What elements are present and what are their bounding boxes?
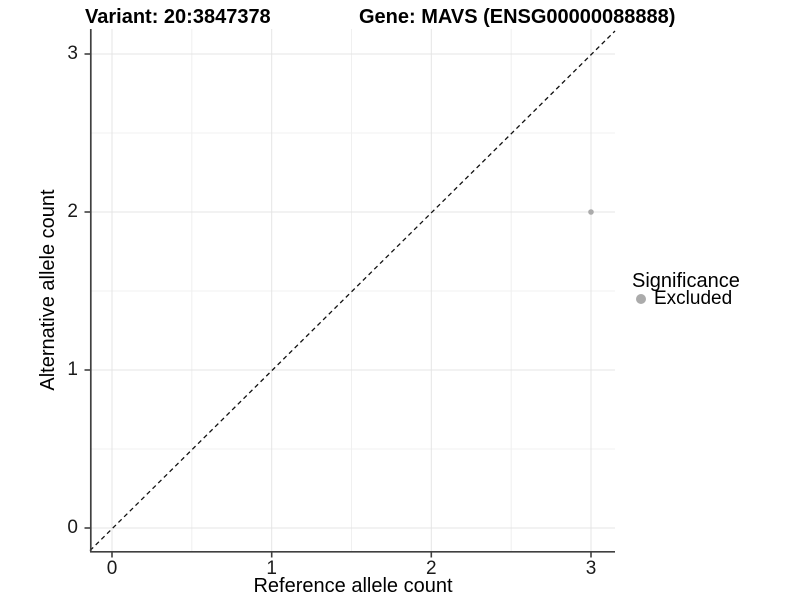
- axis-lines: [89, 29, 615, 553]
- x-tick-label-0: 0: [106, 558, 118, 579]
- y-axis-title: Alternative allele count: [37, 189, 59, 391]
- tick-marks: [84, 53, 592, 558]
- legend-title: Significance: [632, 270, 740, 292]
- y-tick-label-3: 3: [67, 43, 78, 64]
- minor-gridlines: [90, 29, 615, 551]
- x-tick-label-2: 2: [426, 558, 437, 579]
- x-tick-label-1: 1: [266, 558, 277, 579]
- title-variant: Variant: 20:3847378: [85, 6, 271, 28]
- major-gridlines: [90, 29, 615, 551]
- x-tick-label-3: 3: [585, 558, 597, 579]
- data-point-excluded: [588, 209, 594, 215]
- identity-reference-line: [89, 30, 616, 552]
- y-tick-label-2: 2: [67, 201, 78, 222]
- legend-key-dot-excluded: [636, 294, 646, 304]
- x-axis-title: Reference allele count: [253, 575, 453, 597]
- y-tick-label-1: 1: [67, 359, 78, 380]
- title-gene: Gene: MAVS (ENSG00000088888): [359, 6, 676, 28]
- y-tick-label-0: 0: [67, 517, 78, 538]
- legend-label-excluded: Excluded: [654, 288, 733, 309]
